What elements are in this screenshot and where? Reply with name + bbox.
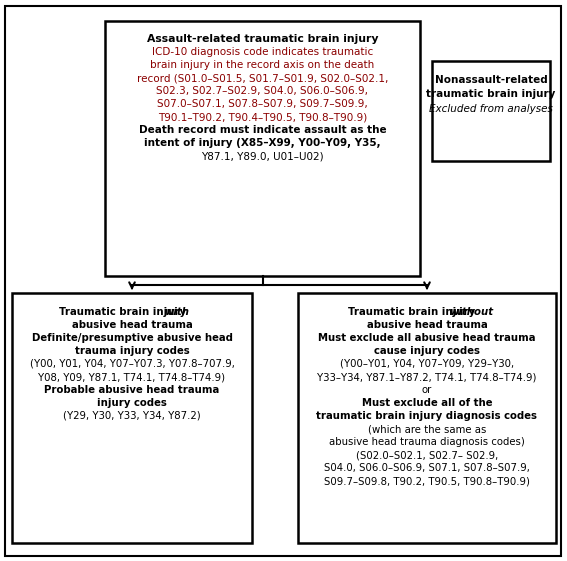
Text: (Y00, Y01, Y04, Y07–Y07.3, Y07.8–707.9,: (Y00, Y01, Y04, Y07–Y07.3, Y07.8–707.9, (29, 359, 234, 369)
Text: Death record must indicate assault as the: Death record must indicate assault as th… (139, 125, 386, 135)
Text: traumatic brain injury diagnosis codes: traumatic brain injury diagnosis codes (316, 411, 538, 421)
Text: Must exclude all of the: Must exclude all of the (362, 398, 492, 408)
Text: (S02.0–S02.1, S02.7– S02.9,: (S02.0–S02.1, S02.7– S02.9, (356, 450, 498, 460)
Text: traumatic brain injury: traumatic brain injury (426, 89, 556, 99)
Text: brain injury in the record axis on the death: brain injury in the record axis on the d… (150, 60, 375, 70)
Text: (Y00–Y01, Y04, Y07–Y09, Y29–Y30,: (Y00–Y01, Y04, Y07–Y09, Y29–Y30, (340, 359, 514, 369)
Text: abusive head trauma: abusive head trauma (71, 320, 192, 330)
Text: Definite/presumptive abusive head: Definite/presumptive abusive head (32, 333, 232, 343)
Text: Y33–Y34, Y87.1–Y87.2, T74.1, T74.8–T74.9): Y33–Y34, Y87.1–Y87.2, T74.1, T74.8–T74.9… (318, 372, 537, 382)
Text: Excluded from analyses: Excluded from analyses (429, 104, 553, 114)
Bar (12, 293, 252, 543)
Text: record (S01.0–S01.5, S01.7–S01.9, S02.0–S02.1,: record (S01.0–S01.5, S01.7–S01.9, S02.0–… (137, 73, 388, 83)
Text: Assault-related traumatic brain injury: Assault-related traumatic brain injury (147, 34, 378, 44)
Text: (Y29, Y30, Y33, Y34, Y87.2): (Y29, Y30, Y33, Y34, Y87.2) (63, 411, 201, 421)
Text: trauma injury codes: trauma injury codes (75, 346, 189, 356)
Text: S02.3, S02.7–S02.9, S04.0, S06.0–S06.9,: S02.3, S02.7–S02.9, S04.0, S06.0–S06.9, (156, 86, 369, 96)
Text: Y87.1, Y89.0, U01–U02): Y87.1, Y89.0, U01–U02) (201, 151, 324, 161)
Text: or: or (422, 385, 432, 395)
Text: cause injury codes: cause injury codes (374, 346, 480, 356)
Text: Must exclude all abusive head trauma: Must exclude all abusive head trauma (318, 333, 536, 343)
Text: intent of injury (X85–X99, Y00–Y09, Y35,: intent of injury (X85–X99, Y00–Y09, Y35, (144, 138, 381, 148)
Text: ICD-10 diagnosis code indicates traumatic: ICD-10 diagnosis code indicates traumati… (152, 47, 373, 57)
Text: injury codes: injury codes (97, 398, 167, 408)
Text: S07.0–S07.1, S07.8–S07.9, S09.7–S09.9,: S07.0–S07.1, S07.8–S07.9, S09.7–S09.9, (157, 99, 368, 109)
Text: abusive head trauma diagnosis codes): abusive head trauma diagnosis codes) (329, 437, 525, 447)
Text: T90.1–T90.2, T90.4–T90.5, T90.8–T90.9): T90.1–T90.2, T90.4–T90.5, T90.8–T90.9) (158, 112, 367, 122)
Bar (432, 61, 550, 161)
Bar (105, 21, 420, 276)
Text: Nonassault-related: Nonassault-related (435, 75, 547, 85)
Text: (which are the same as: (which are the same as (368, 424, 486, 434)
Text: without: without (449, 307, 493, 317)
Text: Probable abusive head trauma: Probable abusive head trauma (44, 385, 219, 395)
Text: S09.7–S09.8, T90.2, T90.5, T90.8–T90.9): S09.7–S09.8, T90.2, T90.5, T90.8–T90.9) (324, 476, 530, 486)
Text: Traumatic brain injury: Traumatic brain injury (348, 307, 479, 317)
Text: Y08, Y09, Y87.1, T74.1, T74.8–T74.9): Y08, Y09, Y87.1, T74.1, T74.8–T74.9) (39, 372, 226, 382)
Text: Traumatic brain injury: Traumatic brain injury (59, 307, 190, 317)
Bar (298, 293, 556, 543)
Text: with: with (164, 307, 189, 317)
Text: S04.0, S06.0–S06.9, S07.1, S07.8–S07.9,: S04.0, S06.0–S06.9, S07.1, S07.8–S07.9, (324, 463, 530, 473)
Text: abusive head trauma: abusive head trauma (367, 320, 488, 330)
